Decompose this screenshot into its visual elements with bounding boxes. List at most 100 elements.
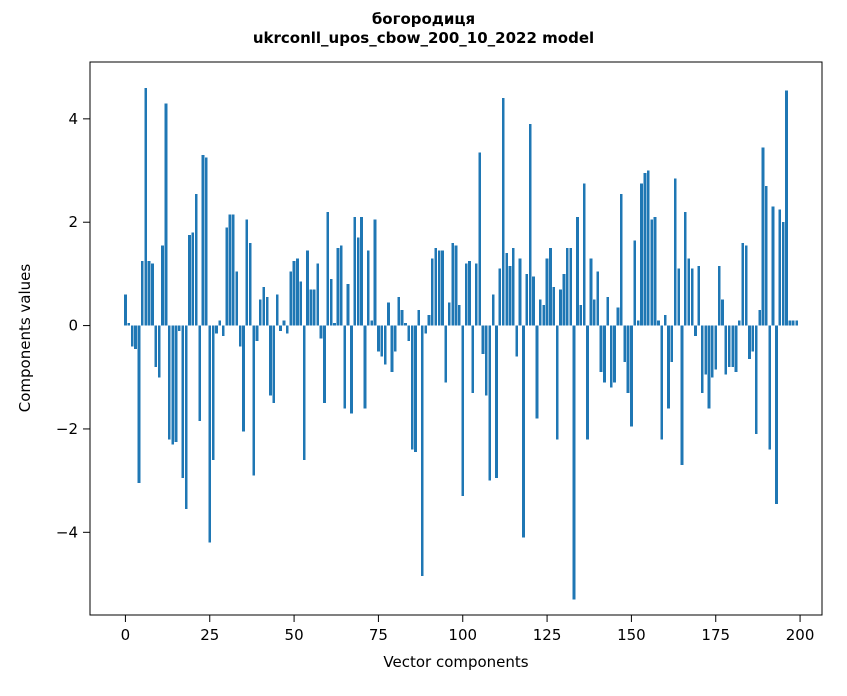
bar (306, 250, 309, 326)
bar (174, 325, 178, 442)
bar (599, 325, 603, 373)
chart-title: богородиця (371, 10, 476, 28)
x-axis-label: Vector components (383, 653, 529, 671)
bar (582, 183, 586, 326)
bar (302, 325, 306, 460)
bar (795, 320, 799, 326)
bar (771, 206, 775, 326)
x-tick-label: 0 (121, 626, 131, 644)
bar (346, 284, 350, 326)
bar (673, 178, 677, 326)
bar (646, 170, 650, 326)
bar (488, 325, 492, 481)
bar (259, 299, 262, 326)
bar (393, 325, 397, 352)
bar (211, 325, 215, 460)
bar (748, 325, 751, 360)
bar (758, 310, 761, 326)
bar (383, 325, 387, 365)
bar (778, 209, 782, 326)
bar (525, 273, 529, 326)
bar (764, 186, 768, 326)
bar (528, 124, 532, 326)
bar (690, 268, 694, 326)
bar (555, 325, 559, 440)
bar (188, 235, 191, 326)
bar (130, 325, 134, 347)
bar (292, 260, 296, 326)
bar (592, 299, 596, 326)
bar (181, 325, 185, 479)
bar (434, 248, 438, 326)
bar (164, 103, 168, 326)
bar (282, 320, 286, 326)
bar (208, 325, 212, 543)
plot-border (89, 61, 823, 616)
bar (633, 240, 637, 326)
bar (515, 325, 519, 357)
bar (447, 302, 451, 326)
bar (768, 325, 772, 450)
bar (154, 325, 158, 367)
bar (451, 242, 454, 326)
bar (275, 294, 279, 326)
bar (427, 315, 431, 326)
y-tick-label: −2 (56, 420, 78, 438)
chart-title-block: богородиця ukrconll_upos_cbow_200_10_202… (0, 10, 847, 48)
bar (326, 211, 330, 326)
bar (478, 152, 481, 326)
bar (296, 258, 299, 326)
bar (714, 325, 718, 370)
bar (191, 232, 195, 326)
bar (366, 250, 370, 326)
bar (441, 250, 444, 326)
bar (124, 294, 127, 326)
y-tick-label: 2 (68, 213, 78, 231)
bar (569, 248, 573, 326)
bar (464, 263, 468, 326)
bar (495, 325, 498, 479)
bar (387, 302, 390, 326)
bar (151, 263, 154, 326)
bar (781, 222, 785, 326)
bar (630, 325, 633, 427)
bar (761, 147, 765, 326)
bar (454, 245, 458, 326)
bar (350, 325, 353, 414)
x-tick-label: 150 (617, 626, 646, 644)
bar (205, 157, 208, 326)
bar (339, 245, 343, 326)
bar (471, 325, 475, 393)
x-tick-label: 50 (285, 626, 304, 644)
bar (228, 214, 232, 326)
bar (312, 289, 316, 326)
bar (754, 325, 758, 435)
bar (727, 325, 731, 367)
bar (373, 219, 377, 326)
bar (218, 320, 222, 326)
bar (336, 248, 340, 326)
bar (785, 90, 788, 326)
bar (285, 325, 289, 334)
bar (161, 245, 164, 326)
bar (680, 325, 684, 466)
bar (498, 268, 502, 326)
bar (262, 286, 266, 326)
bar (616, 307, 620, 326)
bar (623, 325, 627, 362)
bar (127, 323, 131, 326)
bar (137, 325, 141, 484)
bar (400, 310, 404, 326)
bar (481, 325, 485, 355)
bar (329, 279, 333, 326)
bar (144, 87, 148, 326)
bar (248, 242, 252, 326)
bar (653, 217, 657, 326)
bar (636, 320, 640, 326)
bar (140, 260, 144, 326)
bar (184, 325, 188, 510)
bar (704, 325, 707, 375)
bar (738, 320, 741, 326)
bar (232, 214, 235, 326)
bar (663, 315, 667, 326)
